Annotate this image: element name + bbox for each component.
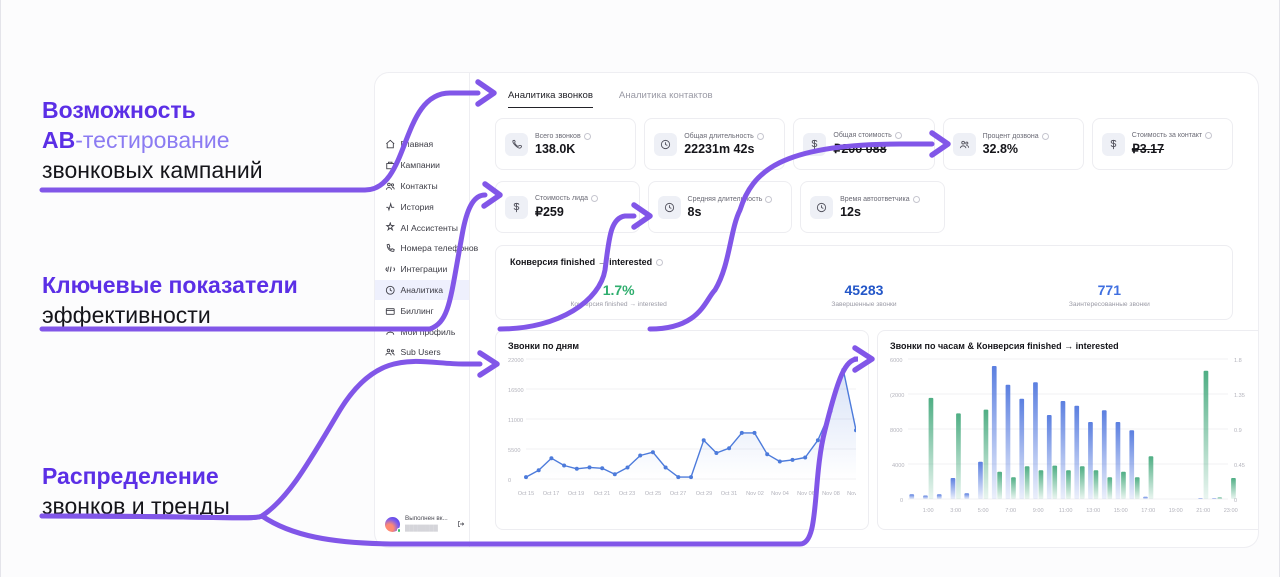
svg-text:Nov 10: Nov 10 xyxy=(847,491,856,497)
svg-text:1:00: 1:00 xyxy=(923,508,934,514)
svg-text:Oct 19: Oct 19 xyxy=(568,491,584,497)
svg-text:0: 0 xyxy=(900,498,903,504)
svg-text:4000: 4000 xyxy=(892,463,904,469)
svg-text:0.45: 0.45 xyxy=(1234,463,1245,469)
svg-text:19:00: 19:00 xyxy=(1169,508,1183,514)
svg-text:Oct 25: Oct 25 xyxy=(645,491,661,497)
svg-text:Oct 31: Oct 31 xyxy=(721,491,737,497)
svg-text:Oct 21: Oct 21 xyxy=(594,491,610,497)
svg-text:1.35: 1.35 xyxy=(1234,393,1245,399)
svg-text:5500: 5500 xyxy=(508,448,520,454)
svg-text:7:00: 7:00 xyxy=(1005,508,1016,514)
svg-text:5:00: 5:00 xyxy=(978,508,989,514)
svg-text:17:00: 17:00 xyxy=(1141,508,1155,514)
svg-text:9:00: 9:00 xyxy=(1033,508,1044,514)
svg-text:8000: 8000 xyxy=(890,428,902,434)
svg-text:22000: 22000 xyxy=(508,358,524,364)
svg-text:Oct 15: Oct 15 xyxy=(518,491,534,497)
svg-text:11:00: 11:00 xyxy=(1059,508,1073,514)
svg-text:Nov 02: Nov 02 xyxy=(746,491,764,497)
svg-text:Nov 06: Nov 06 xyxy=(797,491,815,497)
svg-text:21:00: 21:00 xyxy=(1196,508,1210,514)
svg-text:Oct 23: Oct 23 xyxy=(619,491,635,497)
svg-text:3:00: 3:00 xyxy=(950,508,961,514)
svg-text:16500: 16500 xyxy=(508,388,524,394)
svg-text:Oct 27: Oct 27 xyxy=(670,491,686,497)
svg-text:23:00: 23:00 xyxy=(1224,508,1238,514)
svg-text:Nov 04: Nov 04 xyxy=(771,491,789,497)
svg-text:0: 0 xyxy=(508,478,511,484)
svg-text:Oct 17: Oct 17 xyxy=(543,491,559,497)
svg-text:(2000: (2000 xyxy=(890,393,904,399)
svg-text:0.9: 0.9 xyxy=(1234,428,1242,434)
svg-text:Oct 29: Oct 29 xyxy=(696,491,712,497)
svg-text:13:00: 13:00 xyxy=(1086,508,1100,514)
svg-text:15:00: 15:00 xyxy=(1114,508,1128,514)
svg-text:1.8: 1.8 xyxy=(1234,358,1242,364)
svg-text:11000: 11000 xyxy=(508,418,523,424)
svg-text:6000: 6000 xyxy=(890,358,902,364)
svg-text:Nov 08: Nov 08 xyxy=(822,491,840,497)
